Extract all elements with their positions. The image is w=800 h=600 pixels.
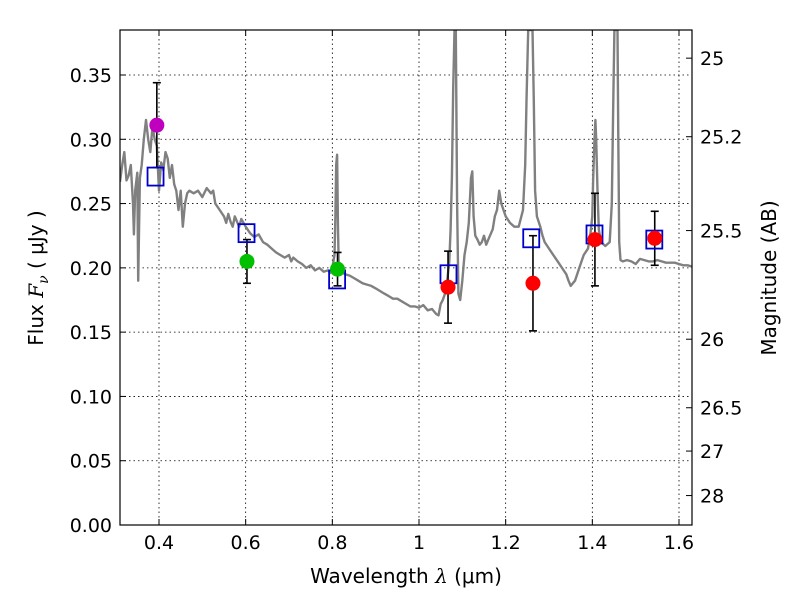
y-tick-label: 0.10	[70, 386, 112, 408]
x-axis-unit: (μm)	[454, 564, 502, 588]
y-tick-label: 0.15	[70, 322, 112, 344]
y-tick-label: 0.20	[70, 258, 112, 280]
y-axis-subscript: ν	[36, 275, 52, 284]
mag-tick-label: 28	[700, 486, 724, 508]
y-axis-title: Flux Fν ( μJy )	[24, 210, 52, 345]
model-point	[237, 223, 256, 244]
y2-axis-title: Magnitude (AB)	[757, 200, 781, 355]
observed-point	[149, 117, 165, 133]
observed-point	[440, 279, 456, 295]
observed-point	[330, 261, 346, 277]
mag-tick-label: 25	[700, 48, 724, 70]
x-tick-label: 0.4	[144, 532, 174, 554]
x-tick-label: 0.8	[317, 532, 347, 554]
observed-point	[239, 253, 255, 269]
observed-point	[647, 230, 663, 246]
observed-photometry	[149, 117, 663, 295]
y-axis-label: Flux	[24, 304, 48, 346]
model-point	[146, 166, 165, 187]
mag-tick-label: 26	[700, 329, 724, 351]
x-tick-label: 1.6	[664, 532, 694, 554]
y-axis-symbol: F	[24, 283, 48, 299]
y-tick-label: 0.25	[70, 194, 112, 216]
x-axis-symbol: λ	[434, 564, 448, 588]
y-tick-label: 0.05	[70, 451, 112, 473]
x-axis-label: Wavelength	[310, 564, 429, 588]
model-spectrum-line	[120, 30, 692, 317]
mag-tick-label: 27	[700, 441, 724, 463]
grid-lines	[120, 30, 692, 526]
mag-tick-label: 25.5	[700, 221, 742, 243]
y-tick-label: 0.30	[70, 129, 112, 151]
axis-ticks: 0.4 0.6 0.8 1 1.2 1.4 1.6 0.00 0.05 0.10 0.15 0.20 0…	[70, 30, 742, 554]
model-photometry	[146, 166, 664, 290]
spectrum-layer	[120, 30, 692, 317]
y-axis-unit: ( μJy )	[24, 210, 48, 269]
y-tick-label: 0.35	[70, 65, 112, 87]
model-point	[522, 228, 541, 249]
x-tick-label: 1.4	[577, 532, 607, 554]
observed-point	[525, 275, 541, 291]
x-axis-title: Wavelength λ (μm)	[310, 564, 502, 588]
error-bars	[152, 81, 659, 332]
plot-frame	[119, 29, 693, 526]
mag-tick-label: 25.2	[700, 127, 742, 149]
model-point	[645, 229, 664, 250]
x-tick-label: 1.2	[491, 532, 521, 554]
x-tick-label: 1	[413, 532, 425, 554]
observed-point	[587, 232, 603, 248]
y-tick-label: 0.00	[70, 515, 112, 537]
mag-tick-label: 26.5	[700, 398, 742, 420]
x-tick-label: 0.6	[231, 532, 261, 554]
